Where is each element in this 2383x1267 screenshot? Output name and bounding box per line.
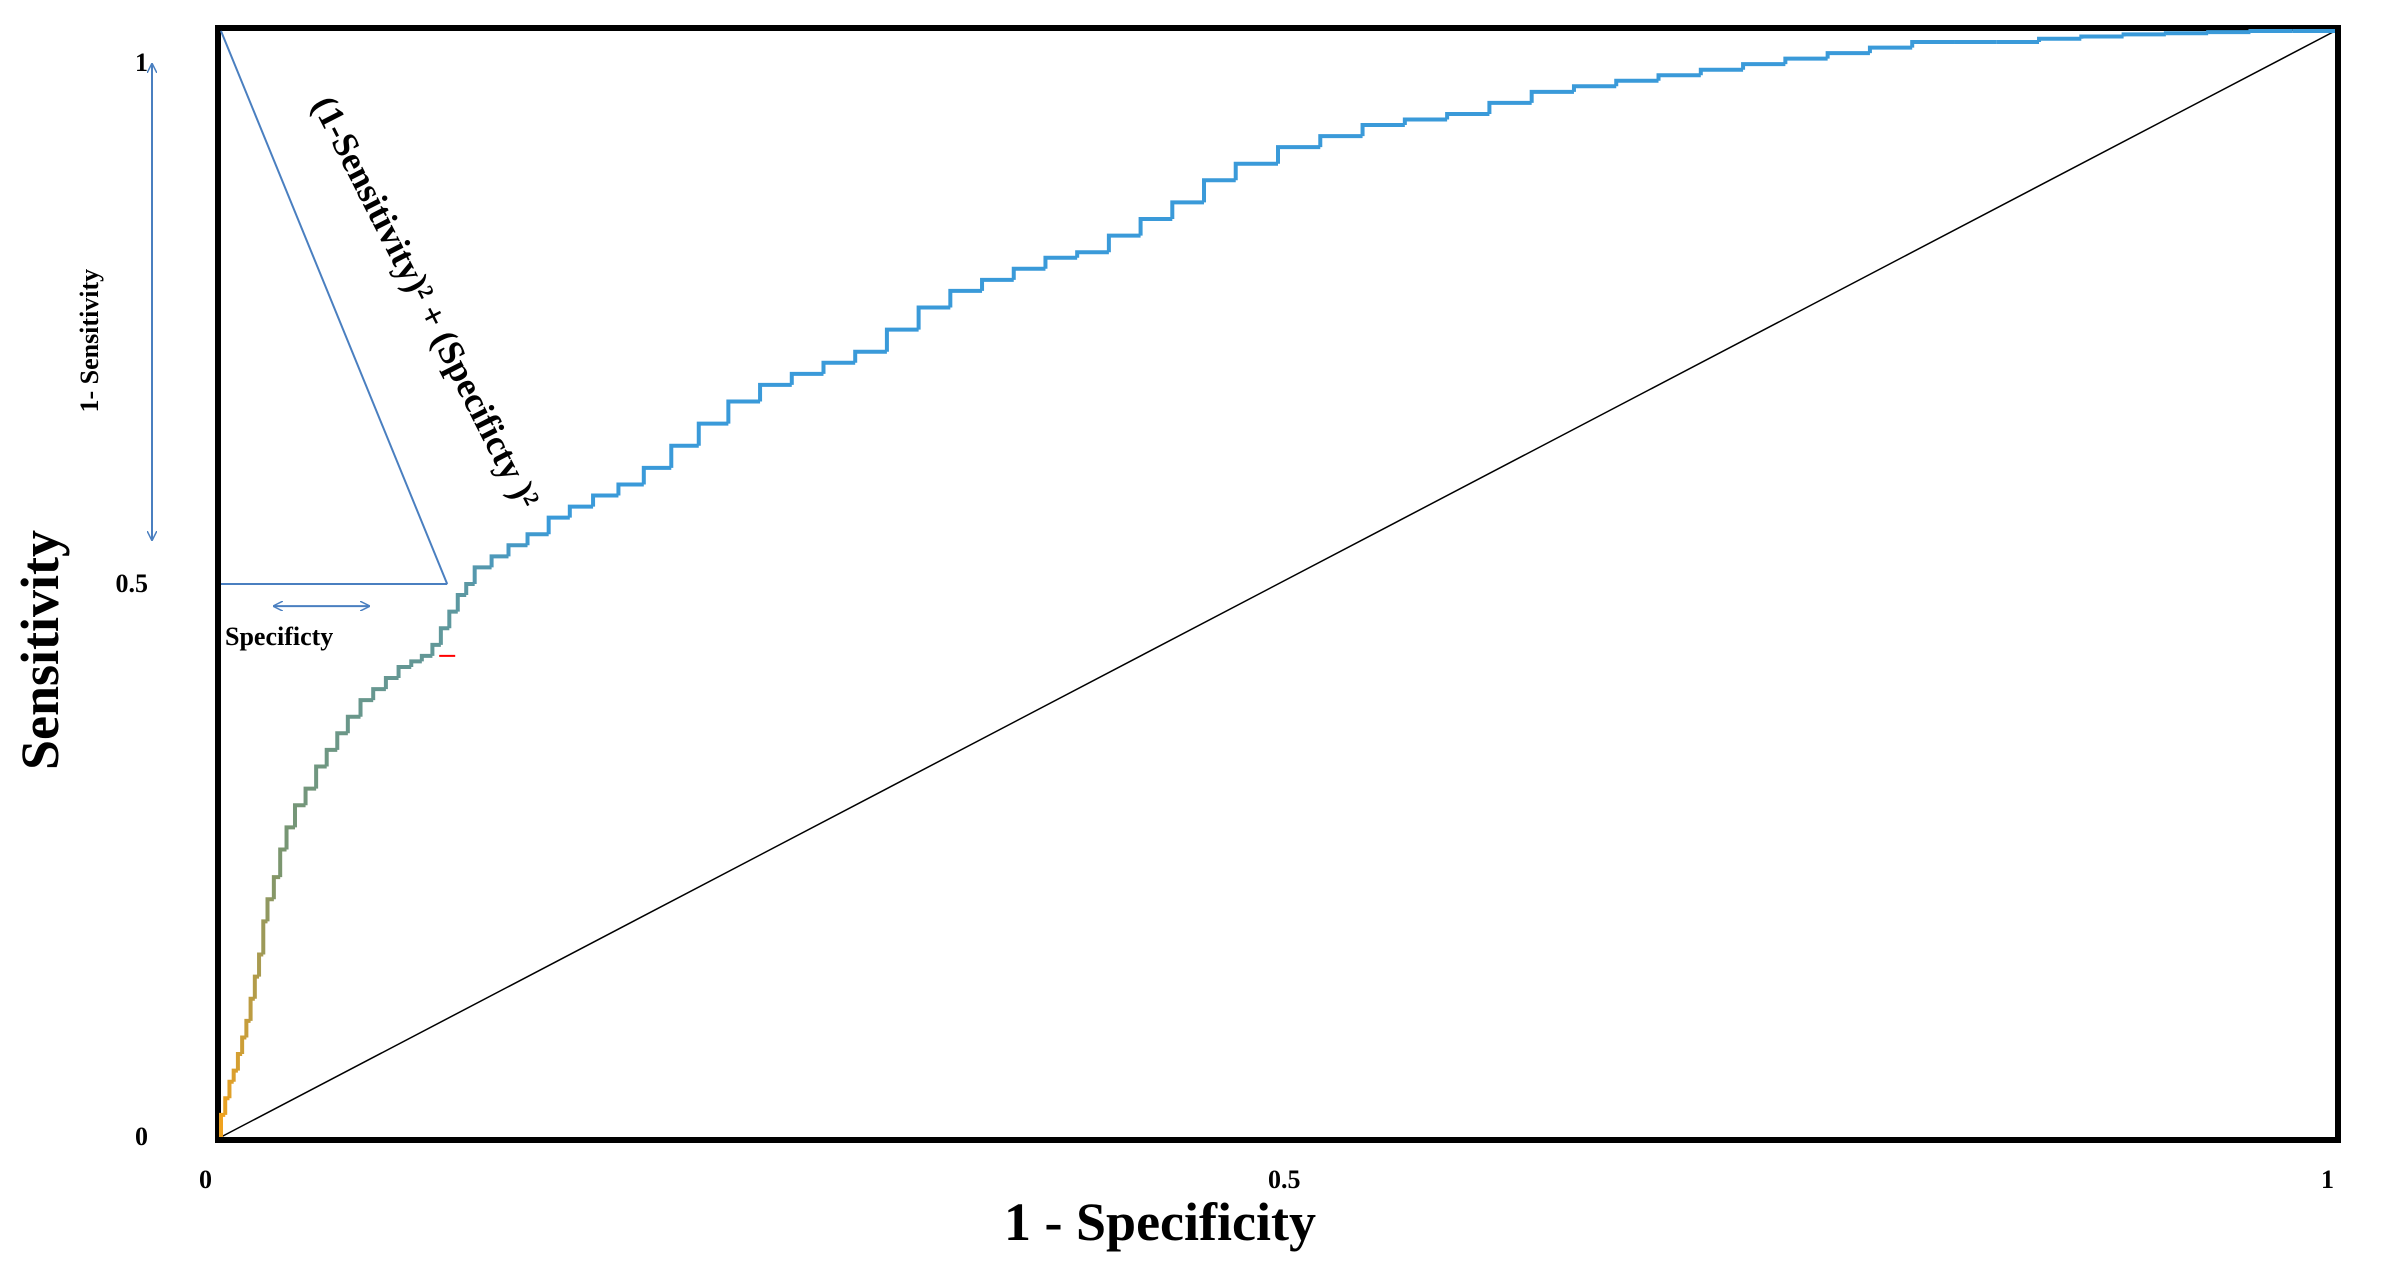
- roc-segment: [271, 875, 281, 900]
- roc-segment: [278, 847, 287, 878]
- roc-segment: [1106, 233, 1141, 253]
- roc-segment: [371, 687, 386, 701]
- x-axis-title: 1 - Specificity: [1004, 1192, 1316, 1252]
- y-tick-label: 0: [135, 1122, 148, 1151]
- specificity-span-label: Specificty: [225, 622, 333, 651]
- roc-segment: [265, 897, 274, 922]
- roc-segment: [525, 532, 549, 546]
- roc-segment: [2037, 36, 2082, 43]
- roc-segment: [789, 371, 824, 385]
- roc-segment: [489, 554, 509, 568]
- roc-segment: [430, 642, 441, 656]
- roc-segment: [1698, 67, 1744, 76]
- roc-segment: [884, 327, 919, 352]
- roc-segment: [948, 288, 983, 308]
- roc-segment: [2121, 32, 2166, 37]
- roc-segment: [409, 659, 422, 667]
- y-tick-label: 1: [135, 48, 148, 77]
- roc-segment: [546, 515, 570, 535]
- roc-segment: [314, 764, 327, 789]
- roc-segment: [1011, 266, 1046, 280]
- roc-segment: [1360, 123, 1405, 137]
- roc-segment: [1402, 117, 1448, 126]
- roc-segment: [1571, 84, 1617, 92]
- roc-segment: [821, 360, 856, 374]
- roc-segment: [1138, 217, 1173, 236]
- sensitivity-span-label: 1- Sensitivity: [75, 269, 104, 413]
- roc-segment: [758, 382, 792, 402]
- roc-segment: [980, 277, 1014, 291]
- roc-segment: [567, 504, 594, 518]
- roc-segment: [616, 482, 644, 496]
- roc-segment: [396, 664, 412, 679]
- roc-segment: [292, 803, 306, 828]
- roc-segment: [1783, 56, 1828, 65]
- x-tick-label: 0: [199, 1165, 212, 1194]
- x-tick-label: 0.5: [1268, 1165, 1301, 1194]
- roc-segment: [284, 825, 295, 850]
- roc-segment: [438, 626, 450, 645]
- roc-segment: [1170, 200, 1205, 220]
- roc-curve: [219, 29, 2335, 1137]
- roc-segment: [916, 305, 951, 330]
- roc-segment: [1487, 100, 1532, 114]
- chance-line: [220, 30, 2336, 1138]
- roc-segment: [1233, 161, 1278, 181]
- roc-segment: [1614, 78, 1659, 87]
- roc-segment: [1825, 51, 1870, 59]
- roc-segment: [345, 714, 361, 734]
- x-tick-label: 1: [2321, 1165, 2334, 1194]
- roc-segment: [1202, 178, 1236, 203]
- roc-segment: [447, 609, 458, 629]
- roc-segment: [358, 698, 374, 717]
- roc-segment: [303, 786, 317, 806]
- roc-segment: [1910, 40, 1955, 48]
- roc-segment: [335, 731, 348, 750]
- roc-segment: [1445, 111, 1490, 120]
- roc-segment: [383, 676, 399, 690]
- roc-segment: [641, 465, 672, 485]
- roc-segment: [506, 543, 528, 557]
- roc-segment: [853, 349, 887, 363]
- roc-segment: [1318, 134, 1363, 148]
- roc-segment: [1867, 45, 1913, 54]
- roc-segment: [696, 421, 729, 446]
- roc-segment: [324, 747, 338, 767]
- roc-segment: [591, 493, 619, 507]
- y-axis-ticks: 00.51: [116, 48, 149, 1151]
- roc-segment: [669, 443, 699, 468]
- roc-segment: [1276, 145, 1321, 164]
- roc-segment: [1529, 89, 1574, 103]
- roc-segment: [1075, 250, 1109, 258]
- roc-segment: [726, 399, 761, 424]
- roc-segment: [2248, 29, 2293, 33]
- x-axis-ticks: 0 0.5 1: [199, 1165, 2334, 1194]
- roc-segment: [2079, 34, 2124, 39]
- distance-line: [220, 30, 449, 585]
- roc-segment: [1043, 255, 1078, 269]
- roc-segment: [455, 593, 467, 612]
- roc-segment: [464, 582, 475, 596]
- y-tick-label: 0.5: [116, 569, 149, 598]
- roc-segment: [419, 653, 433, 662]
- roc-segment: [1741, 62, 1786, 70]
- roc-segment: [2163, 31, 2209, 36]
- roc-segment: [472, 565, 492, 584]
- roc-segment: [1656, 73, 1701, 81]
- roc-segment: [2206, 30, 2251, 35]
- y-axis-title: Sensitivity: [10, 530, 70, 770]
